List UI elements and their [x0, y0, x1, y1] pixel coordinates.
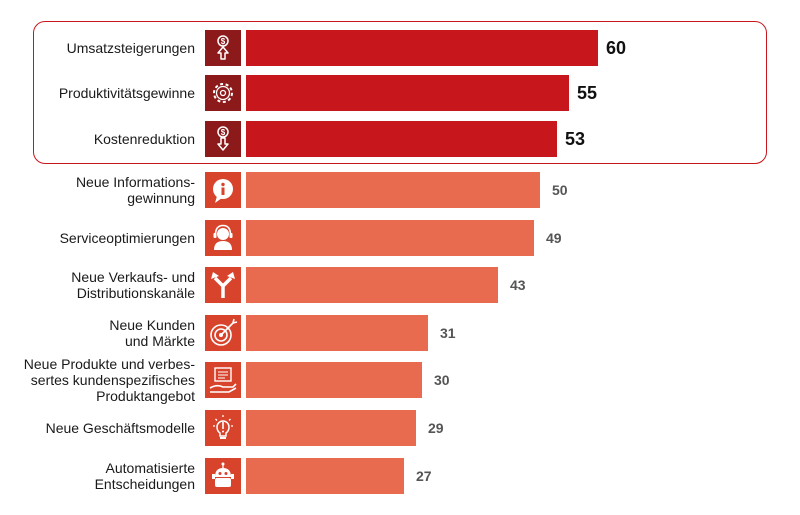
- svg-text:$: $: [221, 128, 226, 137]
- fork-arrows-icon: [205, 267, 241, 303]
- bar: [246, 172, 540, 208]
- product-hands-icon: [205, 362, 241, 398]
- dollar-up-icon: $: [205, 30, 241, 66]
- bar: [246, 220, 534, 256]
- bar: [246, 315, 428, 351]
- info-bubble-icon: [205, 172, 241, 208]
- category-label: Serviceoptimierungen: [59, 230, 195, 246]
- value-label: 31: [440, 325, 456, 341]
- value-label: 29: [428, 420, 444, 436]
- robot-icon: [205, 458, 241, 494]
- value-label: 60: [606, 38, 627, 58]
- highlight-box: [33, 21, 767, 164]
- svg-text:$: $: [221, 37, 226, 46]
- value-label: 55: [577, 83, 598, 103]
- category-label: Neue Kunden und Märkte: [109, 317, 195, 349]
- bar: [246, 362, 422, 398]
- bar: [246, 30, 598, 66]
- target-icon: [205, 315, 241, 351]
- category-label: Neue Verkaufs- und Distributionskanäle: [71, 269, 195, 301]
- value-label: 43: [510, 277, 526, 293]
- category-label: Neue Geschäftsmodelle: [45, 420, 195, 436]
- value-label: 49: [546, 230, 562, 246]
- category-label: Neue Produkte und verbes- sertes kundens…: [23, 356, 195, 404]
- lightbulb-icon: [205, 410, 241, 446]
- bar: [246, 458, 404, 494]
- bar: [246, 75, 569, 111]
- headset-icon: [205, 220, 241, 256]
- category-label: Produktivitätsgewinne: [58, 85, 195, 101]
- value-label: 30: [434, 372, 450, 388]
- value-label: 53: [565, 129, 586, 149]
- gear-icon: [205, 75, 241, 111]
- category-label: Kostenreduktion: [93, 131, 195, 147]
- category-label: Umsatzsteigerungen: [66, 40, 195, 56]
- bar: [246, 267, 498, 303]
- value-label: 27: [416, 468, 432, 484]
- category-label: Neue Informations- gewinnung: [75, 174, 195, 206]
- bar: [246, 410, 416, 446]
- dollar-down-icon: $: [205, 121, 241, 157]
- value-label: 50: [552, 182, 568, 198]
- bar: [246, 121, 557, 157]
- category-label: Automatisierte Entscheidungen: [94, 460, 195, 492]
